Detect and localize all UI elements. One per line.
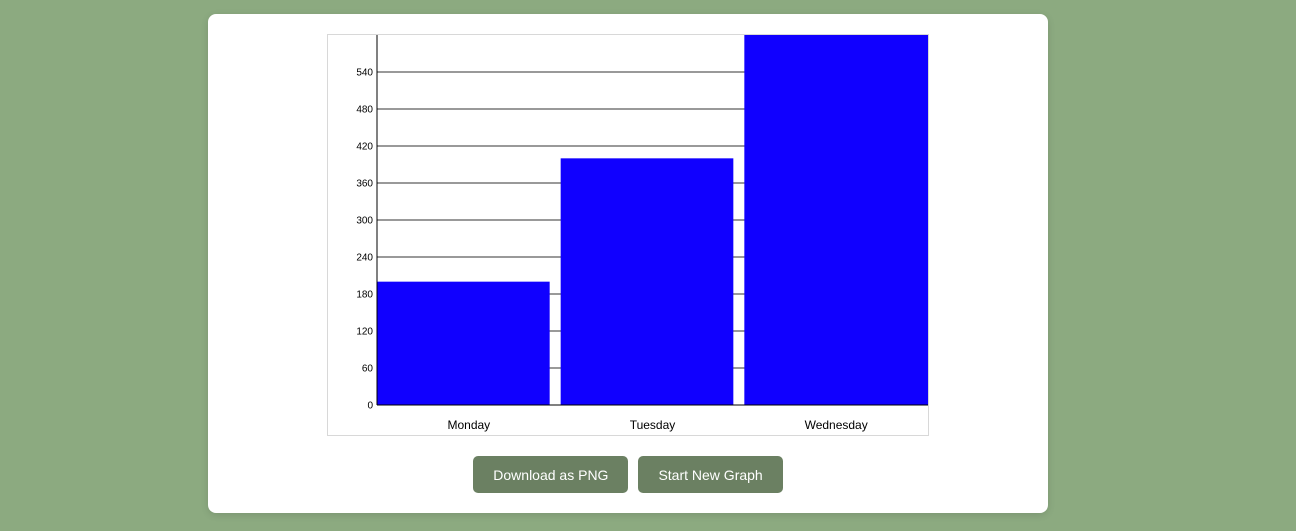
y-tick-label: 180	[356, 290, 373, 301]
x-tick-labels: Monday Tuesday Wednesday	[447, 418, 867, 432]
graph-card: 0 60 120 180 240 300 360 420 480 540 Monday Tuesda…	[208, 14, 1048, 513]
x-tick-label: Monday	[447, 418, 490, 432]
y-tick-label: 420	[356, 142, 373, 153]
bars	[377, 35, 928, 405]
y-tick-label: 480	[356, 105, 373, 116]
y-tick-labels: 0 60 120 180 240 300 360 420 480 540	[356, 68, 373, 412]
action-buttons: Download as PNG Start New Graph	[208, 456, 1048, 493]
x-tick-label: Wednesday	[805, 418, 868, 432]
y-tick-label: 0	[367, 401, 373, 412]
y-tick-label: 360	[356, 179, 373, 190]
download-png-button[interactable]: Download as PNG	[473, 456, 629, 493]
bar-chart-svg: 0 60 120 180 240 300 360 420 480 540 Monday Tuesda…	[356, 35, 928, 432]
start-new-graph-button[interactable]: Start New Graph	[638, 456, 783, 493]
bar-wednesday	[744, 35, 928, 405]
x-tick-label: Tuesday	[630, 418, 676, 432]
bar-tuesday	[560, 158, 734, 405]
y-tick-label: 300	[356, 216, 373, 227]
bar-monday	[377, 281, 550, 405]
y-tick-label: 540	[356, 68, 373, 79]
y-tick-label: 120	[356, 327, 373, 338]
axes	[376, 35, 928, 406]
bar-chart: 0 60 120 180 240 300 360 420 480 540 Monday Tuesda…	[327, 34, 929, 436]
y-tick-label: 60	[362, 364, 374, 375]
y-tick-label: 240	[356, 253, 373, 264]
